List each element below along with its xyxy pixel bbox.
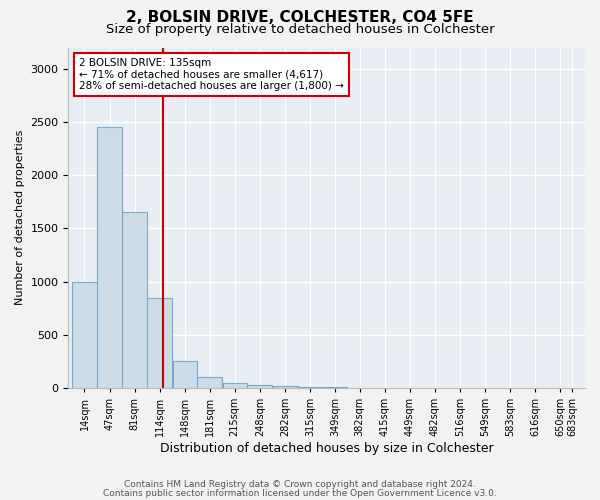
Bar xyxy=(122,212,147,388)
Bar xyxy=(197,378,222,388)
Text: 2 BOLSIN DRIVE: 135sqm
← 71% of detached houses are smaller (4,617)
28% of semi-: 2 BOLSIN DRIVE: 135sqm ← 71% of detached… xyxy=(79,58,344,91)
Y-axis label: Number of detached properties: Number of detached properties xyxy=(15,130,25,306)
Bar xyxy=(223,382,247,388)
Bar xyxy=(247,385,272,388)
Bar xyxy=(147,298,172,388)
Bar xyxy=(173,362,197,388)
Bar xyxy=(323,387,347,388)
X-axis label: Distribution of detached houses by size in Colchester: Distribution of detached houses by size … xyxy=(160,442,494,455)
Text: 2, BOLSIN DRIVE, COLCHESTER, CO4 5FE: 2, BOLSIN DRIVE, COLCHESTER, CO4 5FE xyxy=(126,10,474,25)
Bar xyxy=(97,128,122,388)
Text: Contains HM Land Registry data © Crown copyright and database right 2024.: Contains HM Land Registry data © Crown c… xyxy=(124,480,476,489)
Bar xyxy=(73,282,97,388)
Text: Size of property relative to detached houses in Colchester: Size of property relative to detached ho… xyxy=(106,22,494,36)
Text: Contains public sector information licensed under the Open Government Licence v3: Contains public sector information licen… xyxy=(103,489,497,498)
Bar xyxy=(298,387,322,388)
Bar xyxy=(272,386,298,388)
